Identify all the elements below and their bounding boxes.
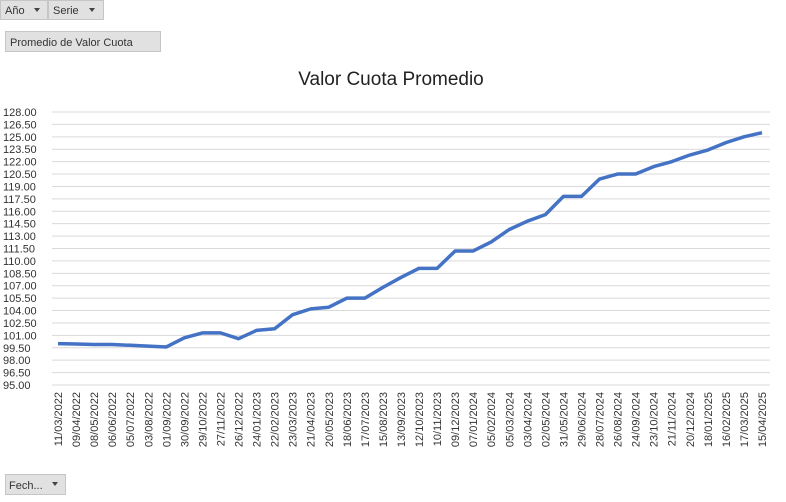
dropdown-arrow [89,8,95,12]
y-tick-label: 98.00 [3,355,31,367]
dropdown-arrow [52,482,58,486]
x-tick-label: 26/08/2024 [613,392,625,447]
x-tick-label: 09/04/2022 [71,392,83,447]
y-tick-label: 113.00 [3,231,36,243]
y-tick-label: 108.50 [3,268,37,280]
y-tick-label: 128.00 [3,107,37,119]
x-tick-label: 15/04/2025 [757,392,769,447]
value-field-label[interactable]: Promedio de Valor Cuota [10,37,134,49]
dropdown-arrow [34,8,40,12]
y-tick-label: 96.50 [3,368,31,380]
x-tick-label: 18/06/2023 [342,392,354,447]
y-tick-label: 120.50 [3,169,37,181]
y-tick-label: 101.00 [3,330,37,342]
x-tick-label: 02/05/2024 [540,392,552,447]
y-tick-label: 99.50 [3,343,31,355]
filter-label[interactable]: Serie [53,5,79,17]
x-tick-label: 28/07/2024 [595,392,607,447]
x-tick-label: 23/03/2023 [288,392,300,447]
axis-field-button[interactable] [5,474,66,495]
y-tick-label: 107.00 [3,281,37,293]
x-tick-label: 17/07/2023 [360,392,372,447]
x-tick-label: 12/10/2023 [414,392,426,447]
x-tick-label: 24/01/2023 [252,392,264,447]
y-tick-label: 116.00 [3,206,36,218]
x-tick-label: 10/11/2023 [432,392,444,446]
y-tick-label: 105.50 [3,293,37,305]
y-tick-label: 95.00 [3,380,31,392]
x-tick-label: 21/04/2023 [306,392,318,447]
x-tick-label: 03/08/2022 [143,392,155,447]
y-tick-label: 125.00 [3,132,37,144]
x-tick-label: 09/12/2023 [450,392,462,447]
y-tick-label: 117.50 [3,194,36,206]
x-tick-label: 05/03/2024 [504,392,516,447]
value-field-button[interactable] [5,31,161,52]
x-tick-label: 15/08/2023 [378,392,390,447]
line-series [57,130,763,349]
x-tick-label: 16/02/2025 [721,392,733,447]
x-tick-label: 18/01/2025 [703,392,715,447]
x-tick-label: 24/09/2024 [631,392,643,447]
y-tick-label: 110.00 [3,256,36,268]
y-tick-label: 114.50 [3,219,36,231]
filter-label[interactable]: Año [5,5,25,17]
x-tick-label: 08/05/2022 [89,392,101,447]
x-tick-label: 30/09/2022 [179,392,191,447]
filter-button[interactable] [0,0,48,20]
x-tick-label: 23/10/2024 [649,392,661,447]
y-tick-label: 122.00 [3,157,37,169]
x-tick-label: 01/09/2022 [161,392,173,447]
x-tick-label: 29/06/2024 [576,392,588,447]
y-tick-label: 123.50 [3,144,37,156]
x-tick-label: 26/12/2022 [234,392,246,447]
x-tick-label: 07/01/2024 [468,392,480,447]
x-tick-label: 06/06/2022 [107,392,119,447]
axis-field-label[interactable]: Fech... [9,480,43,492]
x-tick-label: 05/02/2024 [486,392,498,447]
x-tick-label: 11/03/2022 [53,392,65,446]
x-tick-label: 20/12/2024 [685,392,697,447]
x-tick-label: 13/09/2023 [396,392,408,447]
x-tick-label: 21/11/2024 [667,392,679,446]
x-tick-label: 31/05/2024 [558,392,570,447]
x-tick-label: 20/05/2023 [324,392,336,447]
y-tick-label: 104.00 [3,306,37,318]
filter-button[interactable] [48,0,104,20]
x-tick-label: 17/03/2025 [739,392,751,447]
y-tick-label: 111.50 [3,244,35,256]
x-tick-label: 22/02/2023 [270,392,282,447]
x-tick-label: 05/07/2022 [125,392,137,447]
y-tick-label: 126.50 [3,119,37,131]
x-tick-label: 27/11/2022 [215,392,227,446]
y-tick-label: 119.00 [3,181,36,193]
x-tick-label: 29/10/2022 [197,392,209,447]
x-tick-label: 03/04/2024 [522,392,534,447]
y-tick-label: 102.50 [3,318,37,330]
chart-title: Valor Cuota Promedio [298,69,484,90]
